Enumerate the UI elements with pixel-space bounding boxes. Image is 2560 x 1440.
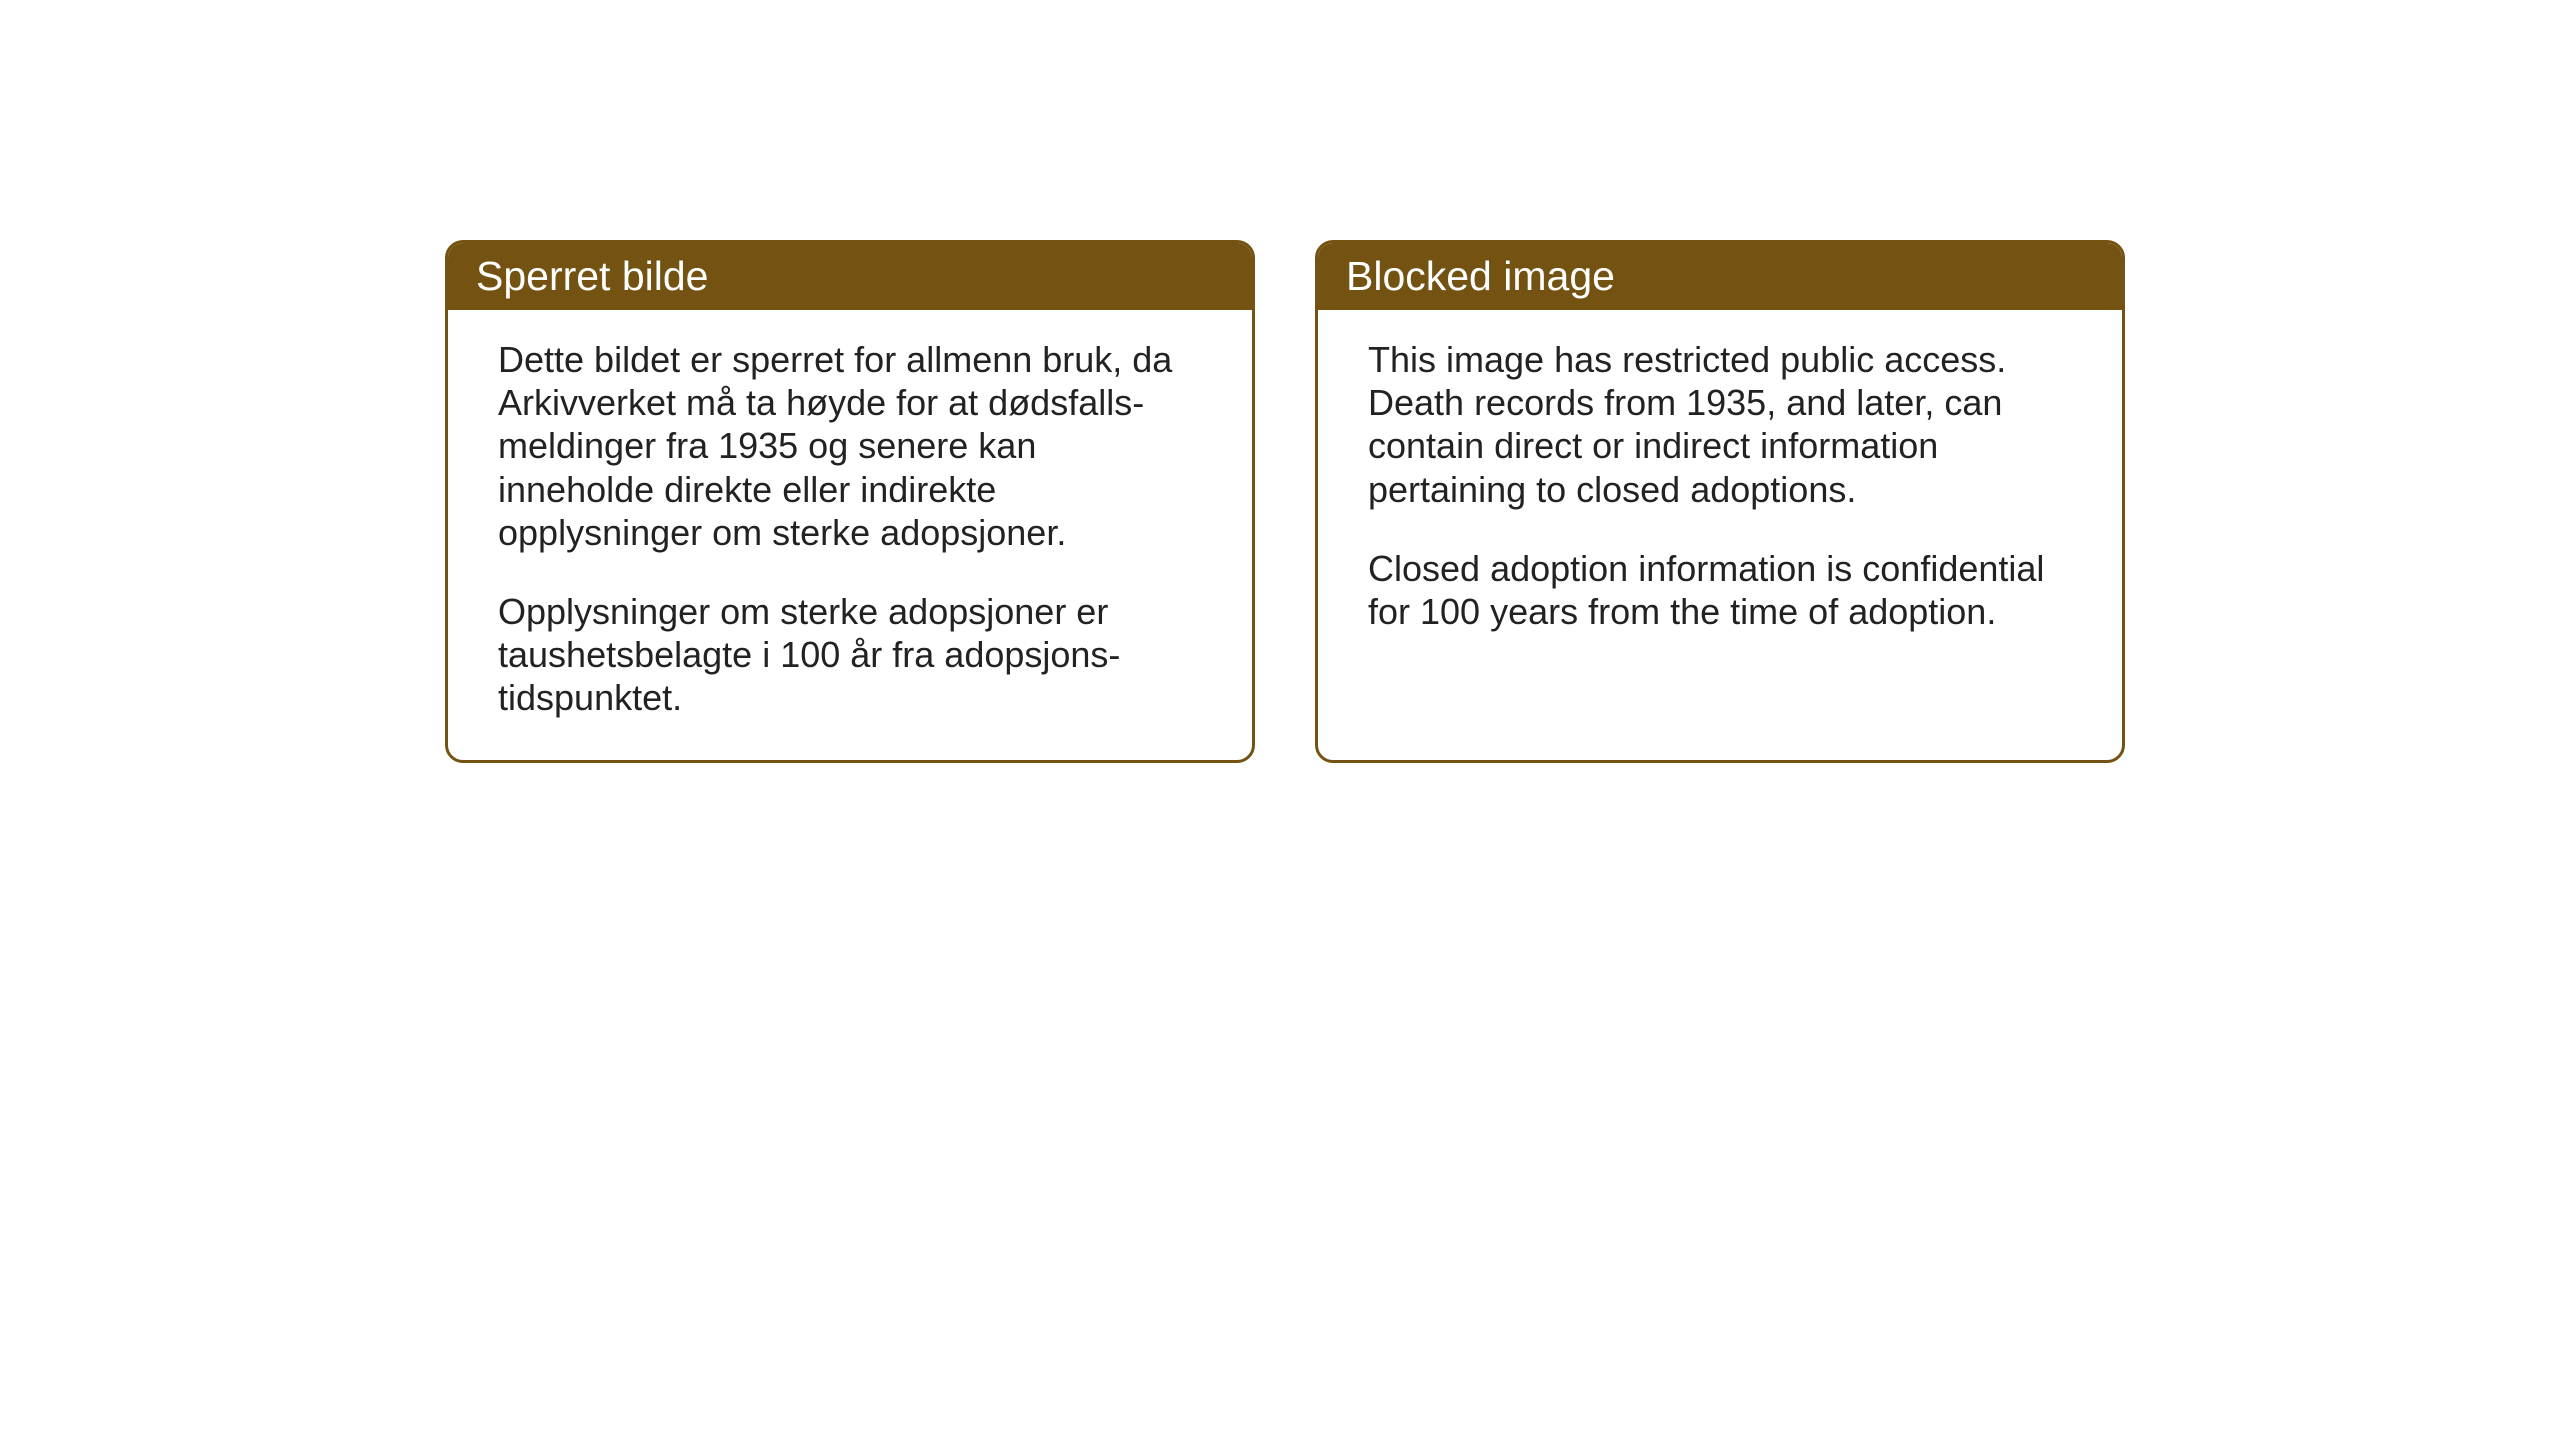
card-paragraph-2-norwegian: Opplysninger om sterke adopsjoner er tau…: [498, 590, 1202, 720]
card-norwegian: Sperret bilde Dette bildet er sperret fo…: [445, 240, 1255, 763]
card-paragraph-1-norwegian: Dette bildet er sperret for allmenn bruk…: [498, 338, 1202, 554]
cards-container: Sperret bilde Dette bildet er sperret fo…: [445, 240, 2125, 763]
card-english: Blocked image This image has restricted …: [1315, 240, 2125, 763]
card-title-english: Blocked image: [1346, 253, 1615, 299]
card-body-norwegian: Dette bildet er sperret for allmenn bruk…: [448, 310, 1252, 760]
card-body-english: This image has restricted public access.…: [1318, 310, 2122, 713]
card-paragraph-2-english: Closed adoption information is confident…: [1368, 547, 2072, 633]
card-header-english: Blocked image: [1318, 243, 2122, 310]
card-title-norwegian: Sperret bilde: [476, 253, 708, 299]
card-header-norwegian: Sperret bilde: [448, 243, 1252, 310]
card-paragraph-1-english: This image has restricted public access.…: [1368, 338, 2072, 511]
